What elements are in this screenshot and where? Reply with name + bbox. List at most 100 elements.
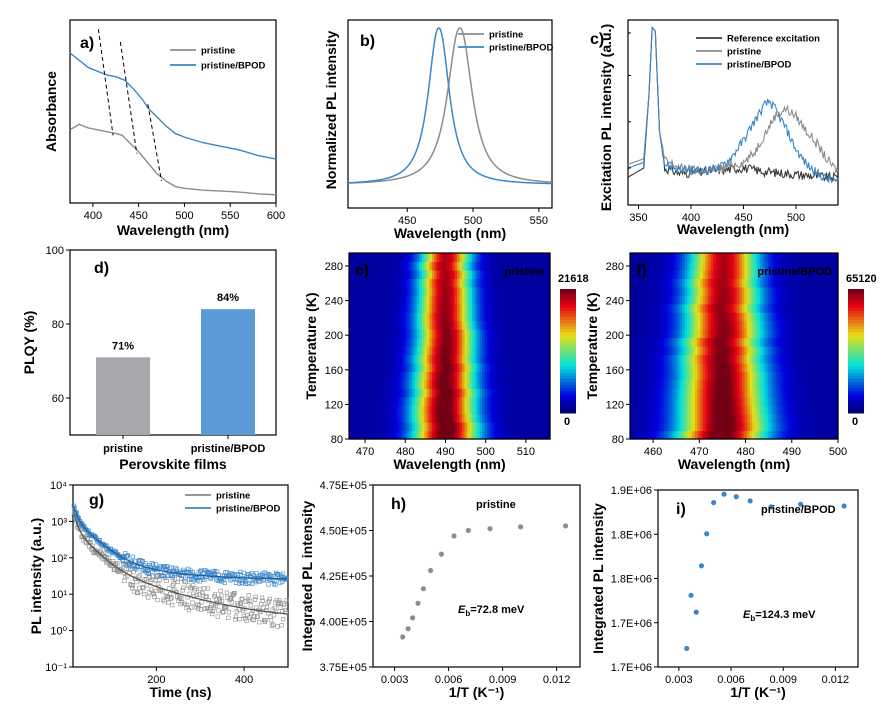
heatmap-cell [394, 329, 398, 339]
heatmap-cell [832, 261, 836, 271]
heatmap-cell [731, 388, 735, 398]
heatmap-cell [547, 278, 551, 288]
heatmap-cell [801, 278, 805, 288]
heatmap-cell [527, 379, 531, 389]
heatmap-cell [767, 388, 771, 398]
heatmap-cell [747, 269, 751, 279]
heatmap-cell [386, 422, 390, 432]
heatmap-cell [519, 362, 523, 372]
heatmap-cell [757, 295, 761, 305]
heatmap-cell [416, 312, 420, 322]
heatmap-cell [682, 430, 686, 440]
heatmap-cell [736, 346, 740, 356]
heatmap-cell [469, 422, 473, 432]
heatmap-cell [434, 388, 438, 398]
heatmap-cell [767, 278, 771, 288]
heatmap-cell [431, 320, 436, 330]
heatmap-cell [744, 379, 748, 389]
heatmap-cell [650, 312, 654, 322]
data-point-pristine [196, 606, 201, 611]
heatmap-cell [674, 346, 678, 356]
heatmap-cell [537, 253, 541, 263]
heatmap-cell [529, 329, 534, 339]
heatmap-cell [354, 269, 358, 279]
heatmap-cell [534, 295, 539, 305]
heatmap-cell [754, 286, 758, 296]
series-line-bpod [69, 52, 277, 160]
heatmap-cell [684, 286, 688, 296]
heatmap-cell [406, 388, 410, 398]
y-tick-label: 4.00E+05 [320, 617, 367, 629]
heatmap-cell [542, 295, 546, 305]
heatmap-cell [394, 261, 398, 271]
heatmap-cell [502, 329, 506, 339]
heatmap-cell [739, 354, 743, 364]
heatmap-cell [663, 388, 667, 398]
heatmap-cell [752, 286, 756, 296]
heatmap-cell [809, 346, 813, 356]
heatmap-cell [532, 253, 536, 263]
panel-label: f) [636, 262, 647, 279]
heatmap-cell [467, 346, 471, 356]
heatmap-cell [474, 303, 478, 313]
colorbar-segment [848, 357, 864, 361]
heatmap-cell [783, 430, 787, 440]
heatmap-cell [386, 388, 390, 398]
heatmap-cell [637, 388, 641, 398]
heatmap-cell [736, 303, 740, 313]
data-point-pristine [215, 614, 220, 619]
data-point-pristine [171, 581, 176, 586]
heatmap-cell [679, 405, 683, 415]
heatmap-cell [656, 329, 660, 339]
heatmap-cell [705, 388, 709, 398]
y-axis-title: PL intensity (a.u.) [28, 518, 44, 634]
heatmap-cell [514, 430, 518, 440]
heatmap-cell [669, 362, 673, 372]
heatmap-cell [441, 303, 446, 313]
colorbar-segment [848, 382, 864, 386]
heatmap-cell [532, 362, 536, 372]
heatmap-cell [788, 337, 792, 347]
heatmap-cell [754, 362, 758, 372]
heatmap-cell [517, 312, 521, 322]
heatmap-cell [825, 388, 829, 398]
heatmap-cell [366, 320, 370, 330]
heatmap-cell [658, 320, 662, 330]
heatmap-cell [369, 388, 373, 398]
heatmap-cell [656, 303, 660, 313]
heatmap-cell [741, 413, 745, 423]
heatmap-cell [778, 362, 782, 372]
heatmap-cell [832, 371, 836, 381]
colorbar-segment [848, 369, 864, 374]
heatmap-cell [376, 329, 380, 339]
heatmap-cell [416, 253, 420, 263]
heatmap-cell [744, 329, 748, 339]
heatmap-cell [449, 286, 453, 296]
heatmap-cell [723, 261, 727, 271]
heatmap-cell [354, 422, 358, 432]
heatmap-cell [635, 303, 639, 313]
heatmap-cell [656, 253, 660, 263]
heatmap-cell [479, 320, 483, 330]
heatmap-cell [809, 312, 813, 322]
heatmap-cell [441, 371, 446, 381]
heatmap-cell [674, 303, 678, 313]
heatmap-cell [736, 329, 740, 339]
heatmap-cell [671, 405, 675, 415]
heatmap-cell [718, 261, 722, 271]
heatmap-cell [689, 346, 693, 356]
heatmap-cell [728, 413, 732, 423]
heatmap-cell [796, 346, 800, 356]
heatmap-cell [512, 371, 516, 381]
colorbar-segment [560, 391, 576, 395]
heatmap-cell [359, 286, 363, 296]
heatmap-cell [459, 430, 463, 440]
colorbar-segment [848, 372, 864, 377]
heatmap-cell [381, 295, 385, 305]
heatmap-cell [534, 286, 539, 296]
heatmap-cell [472, 295, 476, 305]
heatmap-cell [469, 303, 473, 313]
heatmap-cell [446, 295, 451, 305]
heatmap-cell [457, 337, 461, 347]
heatmap-cell [472, 261, 476, 271]
